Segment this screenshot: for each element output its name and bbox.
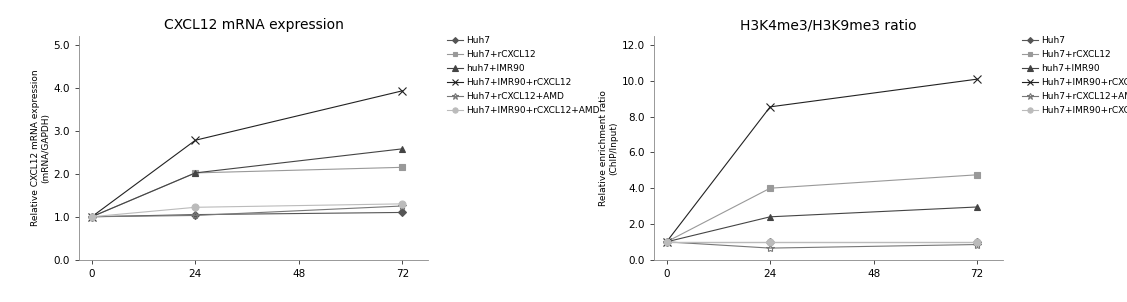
Title: CXCL12 mRNA expression: CXCL12 mRNA expression: [163, 18, 344, 32]
Y-axis label: Relative enrichment ratio
(ChIP/Input): Relative enrichment ratio (ChIP/Input): [600, 90, 619, 206]
Legend: Huh7, Huh7+rCXCL12, huh7+IMR90, Huh7+IMR90+rCXCL12, Huh7+rCXCL12+AMD, Huh7+IMR90: Huh7, Huh7+rCXCL12, huh7+IMR90, Huh7+IMR…: [446, 36, 600, 115]
Y-axis label: Relative CXCL12 mRNA expression
(mRNA/GAPDH): Relative CXCL12 mRNA expression (mRNA/GA…: [32, 70, 51, 226]
Legend: Huh7, Huh7+rCXCL12, huh7+IMR90, Huh7+IMR90+rCXCL12, Huh7+rCXCL12+AMD, Huh7+IMR90: Huh7, Huh7+rCXCL12, huh7+IMR90, Huh7+IMR…: [1021, 36, 1127, 115]
Title: H3K4me3/H3K9me3 ratio: H3K4me3/H3K9me3 ratio: [740, 18, 916, 32]
